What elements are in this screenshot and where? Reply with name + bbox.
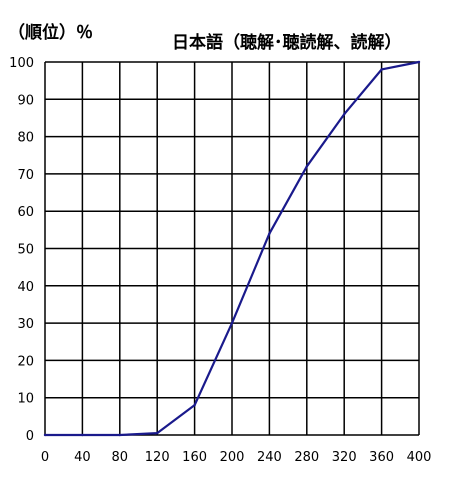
y-axis-label: （順位）％ — [8, 22, 93, 43]
x-tick-label-200: 200 — [220, 450, 245, 465]
x-tick-label-120: 120 — [145, 450, 170, 465]
x-tick-label-240: 240 — [257, 450, 282, 465]
chart-title: 日本語（聴解･聴読解、読解） — [172, 32, 402, 53]
x-tick-label-0: 0 — [41, 450, 49, 465]
y-tick-label-20: 20 — [17, 354, 34, 369]
y-tick-label-100: 100 — [9, 56, 34, 71]
x-tick-label-40: 40 — [74, 450, 91, 465]
y-tick-label-10: 10 — [17, 392, 34, 407]
data-point-280 — [305, 165, 308, 168]
data-point-160 — [193, 403, 196, 407]
x-tick-label-400: 400 — [407, 450, 432, 465]
data-point-360 — [380, 68, 383, 71]
x-tick-label-160: 160 — [182, 450, 207, 465]
y-tick-label-80: 80 — [17, 131, 34, 146]
data-point-200 — [230, 321, 234, 325]
data-point-240 — [268, 232, 271, 235]
x-tick-label-280: 280 — [294, 450, 319, 465]
y-tick-label-40: 40 — [17, 280, 34, 295]
y-tick-label-60: 60 — [17, 205, 34, 220]
data-point-40 — [81, 433, 84, 437]
tick-labels: 0 40 80 120 160 200 240 280 320 360 400 0 10 20 30 40 50… — [9, 56, 431, 465]
grid — [44, 61, 420, 436]
data-point-0 — [43, 433, 47, 437]
y-tick-label-70: 70 — [17, 168, 34, 183]
data-point-320 — [343, 113, 346, 116]
data-point-80 — [118, 433, 122, 437]
data-point-400 — [417, 60, 421, 64]
y-tick-label-30: 30 — [17, 317, 34, 332]
y-tick-label-50: 50 — [17, 243, 34, 258]
x-tick-label-80: 80 — [112, 450, 129, 465]
y-tick-label-0: 0 — [26, 429, 34, 444]
series-layer — [43, 60, 421, 437]
y-tick-label-90: 90 — [17, 93, 34, 108]
x-tick-label-320: 320 — [332, 450, 357, 465]
x-tick-label-360: 360 — [369, 450, 394, 465]
data-point-120 — [156, 431, 159, 435]
